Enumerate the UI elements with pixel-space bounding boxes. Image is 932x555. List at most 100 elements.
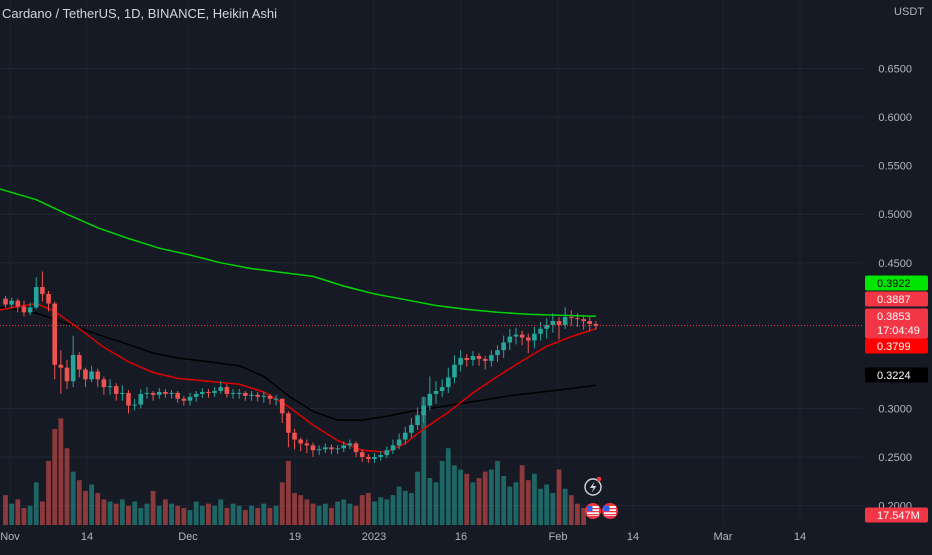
candle — [3, 295, 8, 308]
volume-bar — [40, 501, 45, 525]
event-markers[interactable] — [584, 476, 618, 519]
candle — [427, 376, 433, 411]
candle — [353, 441, 359, 458]
candle — [206, 389, 211, 398]
candle — [273, 394, 279, 406]
volume-bar — [445, 448, 451, 525]
volume-bar — [519, 465, 525, 525]
candle — [286, 411, 291, 448]
candle — [46, 290, 51, 312]
candle — [83, 367, 88, 388]
candle — [562, 307, 568, 329]
candle — [458, 350, 463, 372]
volume-bar — [452, 465, 457, 525]
candle — [27, 302, 33, 316]
time-axis[interactable]: Nov 14 Dec 19 2023 16 Feb 14 Mar 14 — [0, 531, 806, 543]
volume-bar — [390, 495, 396, 525]
price-tick-label: 0.6500 — [878, 64, 912, 76]
candle — [581, 315, 586, 330]
ma-red-line — [0, 302, 597, 453]
volume-bar — [83, 490, 88, 525]
volume-bar — [347, 503, 353, 525]
candle — [310, 442, 316, 458]
volume-bar — [95, 493, 101, 525]
volume-bar — [132, 501, 138, 525]
price-tick-label: 0.2500 — [878, 452, 912, 464]
candle — [384, 446, 390, 458]
volume-bar — [193, 501, 199, 525]
volume-bar — [230, 503, 236, 525]
volume-bar — [144, 503, 150, 525]
volume-bar — [169, 503, 174, 525]
volume-bar — [236, 505, 242, 525]
dividend-icon[interactable] — [584, 476, 602, 496]
us-flag-icon[interactable] — [585, 503, 601, 519]
candle — [64, 359, 70, 390]
volume-bar — [575, 503, 580, 525]
candle — [347, 439, 353, 450]
candle — [556, 317, 562, 340]
time-tick-label: 14 — [794, 531, 806, 543]
candle — [569, 310, 574, 326]
candle — [396, 433, 402, 450]
candle — [193, 390, 199, 402]
volume-bar — [562, 488, 568, 525]
candle — [519, 330, 525, 346]
price-tags: 0.3922 0.3887 0.3853 17:04:49 0.3799 0.3224 17… — [865, 275, 928, 523]
volume-bar — [255, 507, 261, 525]
candle — [9, 297, 14, 309]
candle — [372, 453, 377, 463]
us-flag-icon[interactable] — [602, 503, 618, 519]
volume-bar — [15, 499, 21, 525]
candle — [329, 444, 334, 455]
candle — [163, 389, 168, 398]
candle — [144, 387, 150, 399]
volume-bar — [495, 461, 500, 525]
price-tick-label: 0.5000 — [878, 209, 912, 221]
candle — [304, 439, 310, 454]
volume-bar — [427, 478, 433, 525]
time-tick-label: Nov — [0, 531, 20, 543]
volume-bar — [568, 495, 574, 525]
candle — [298, 437, 303, 452]
candle — [575, 313, 580, 327]
ma-black-price-tag: 0.3224 — [865, 367, 928, 383]
candle — [212, 387, 217, 397]
volume-bar — [3, 495, 8, 525]
volume-bar — [581, 507, 586, 525]
volume-bar — [353, 505, 359, 525]
price-tick-label: 0.5500 — [878, 161, 912, 173]
price-axis[interactable]: 0.6500 0.6000 0.5500 0.5000 0.4500 0.3000 0.25… — [878, 64, 912, 513]
candle — [218, 381, 224, 394]
volume-bar — [138, 507, 144, 525]
countdown-label: 17:04:49 — [877, 325, 920, 337]
volume-bar — [304, 499, 310, 525]
candle — [77, 352, 82, 378]
candle — [107, 379, 113, 395]
candle — [421, 396, 426, 424]
candle — [390, 439, 396, 455]
volume-bar — [286, 461, 291, 525]
volume-bar — [89, 484, 94, 525]
candle — [323, 443, 328, 454]
candle — [476, 353, 482, 366]
candle — [513, 327, 519, 345]
moving-averages — [0, 188, 597, 453]
volume-bar — [76, 480, 82, 525]
volume-bar — [107, 501, 113, 525]
ma-green-price-tag: 0.3922 — [865, 275, 928, 291]
volume-bars — [3, 397, 586, 525]
volume-bar — [27, 505, 33, 525]
candle — [120, 385, 125, 401]
volume-bar — [70, 471, 76, 525]
candle — [378, 451, 383, 461]
candle — [501, 335, 506, 358]
candle — [279, 398, 285, 424]
volume-bar — [322, 503, 328, 525]
time-tick-label: Feb — [549, 531, 568, 543]
time-tick-label: 14 — [81, 531, 93, 543]
volume-bar — [482, 471, 488, 525]
candle — [156, 388, 162, 399]
